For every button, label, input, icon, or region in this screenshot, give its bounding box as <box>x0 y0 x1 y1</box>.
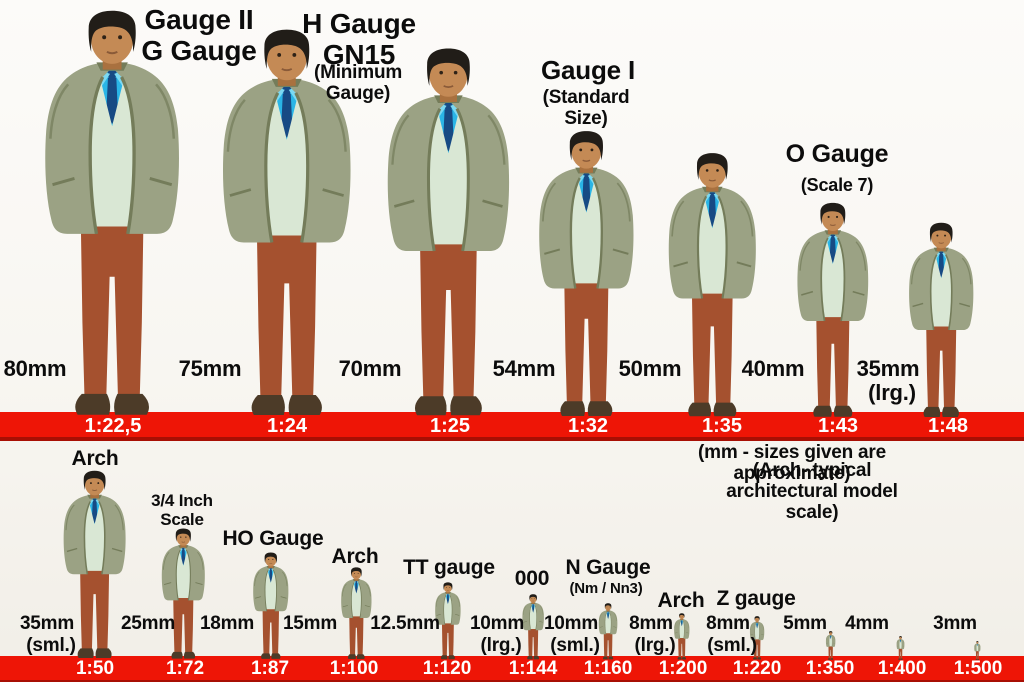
size-label: 12.5mm <box>370 613 440 634</box>
model-figure-1-87 <box>246 552 296 660</box>
note-mm-approximate: (mm - sizes given are approximate) <box>698 442 886 484</box>
note-arch-definition: (Arch- typical architectural model scale… <box>726 460 898 523</box>
gauge-title: N Gauge <box>565 556 651 579</box>
size-label: 50mm <box>618 356 682 381</box>
gauge-subtitle: (Standard Size) <box>542 87 630 129</box>
size-note-label: (lrg.) <box>868 380 916 405</box>
size-label: 10mm <box>543 613 599 634</box>
size-label: 8mm <box>629 613 673 634</box>
ratio-label: 1:43 <box>817 415 859 437</box>
size-label: 75mm <box>178 356 242 381</box>
size-note-label: (sml.) <box>26 635 76 656</box>
ratio-label: 1:72 <box>165 658 205 679</box>
size-label: 15mm <box>282 613 338 634</box>
ratio-label: 1:50 <box>75 658 115 679</box>
gauge-subtitle: (Nm / Nn3) <box>569 580 643 597</box>
scale-bar-top <box>0 412 1024 441</box>
gauge-title: Arch <box>657 589 705 612</box>
ratio-label: 1:500 <box>953 658 1003 679</box>
size-label: 5mm <box>783 613 827 634</box>
ratio-label: 1:22,5 <box>84 415 142 437</box>
ratio-label: 1:120 <box>422 658 472 679</box>
ratio-label: 1:25 <box>429 415 471 437</box>
scale-bar-bottom <box>0 656 1024 682</box>
ratio-label: 1:220 <box>732 658 782 679</box>
gauge-title: TT gauge <box>403 556 495 579</box>
size-note-label: (sml.) <box>707 635 757 656</box>
model-figure-1-350 <box>824 631 837 660</box>
gauge-title: Gauge II G Gauge <box>141 4 257 66</box>
gauge-title: O Gauge <box>785 140 889 168</box>
size-label: 80mm <box>3 356 67 381</box>
size-label: 4mm <box>845 613 889 634</box>
size-label: 3mm <box>933 613 977 634</box>
ratio-label: 1:100 <box>329 658 379 679</box>
size-label: 70mm <box>338 356 402 381</box>
gauge-title: Arch <box>71 447 119 470</box>
ratio-label: 1:160 <box>583 658 633 679</box>
ratio-label: 1:200 <box>658 658 708 679</box>
gauge-title: Z gauge <box>716 587 796 610</box>
gauge-title: 000 <box>514 567 550 590</box>
size-label: 8mm <box>706 613 750 634</box>
ratio-label: 1:87 <box>250 658 290 679</box>
size-note-label: (lrg.) <box>634 635 676 656</box>
gauge-title: Arch <box>331 545 379 568</box>
gauge-subtitle: (Scale 7) <box>800 175 874 195</box>
size-label: 35mm <box>856 356 920 381</box>
size-label: 35mm <box>19 613 75 634</box>
size-note-label: (sml.) <box>550 635 600 656</box>
ratio-label: 1:24 <box>266 415 308 437</box>
model-figure-1-72 <box>153 528 214 660</box>
model-figure-1-400 <box>895 636 906 660</box>
ratio-label: 1:400 <box>877 658 927 679</box>
gauge-title: Gauge I <box>541 55 635 85</box>
gauge-subtitle: (Minimum Gauge) <box>313 62 403 104</box>
ratio-label: 1:35 <box>701 415 743 437</box>
gauge-title: H Gauge GN15 <box>302 8 416 70</box>
ratio-label: 1:48 <box>927 415 969 437</box>
ratio-label: 1:350 <box>805 658 855 679</box>
gauge-title: HO Gauge <box>222 527 324 550</box>
size-label: 25mm <box>120 613 176 634</box>
ratio-label: 1:144 <box>508 658 558 679</box>
size-label: 54mm <box>492 356 556 381</box>
gauge-title: 3/4 Inch Scale <box>151 491 213 529</box>
size-note-label: (lrg.) <box>480 635 522 656</box>
size-label: 40mm <box>741 356 805 381</box>
size-label: 10mm <box>469 613 525 634</box>
size-label: 18mm <box>199 613 255 634</box>
ratio-label: 1:32 <box>567 415 609 437</box>
